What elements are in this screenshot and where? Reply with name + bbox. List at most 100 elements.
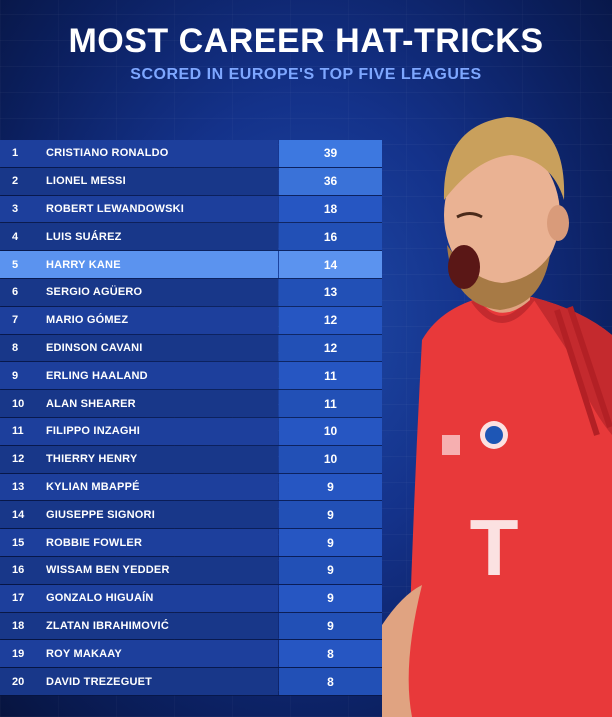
hat-trick-count: 9	[327, 618, 334, 633]
name-cell-background	[0, 584, 278, 612]
rank-number: 14	[12, 508, 25, 521]
hat-trick-count: 14	[323, 257, 338, 272]
value-cell-background	[279, 390, 382, 417]
rank-number: 10	[12, 397, 25, 410]
hat-trick-count: 9	[327, 479, 334, 494]
rank-number: 2	[12, 175, 19, 188]
table-row: 15 ROBBIE FOWLER 9	[0, 529, 382, 557]
value-cell-background	[279, 306, 382, 334]
name-cell-background	[0, 167, 278, 195]
rank-number: 20	[12, 675, 25, 688]
rank-number: 17	[12, 592, 25, 605]
player-name: ALAN SHEARER	[46, 397, 136, 410]
rank-number: 18	[12, 619, 25, 632]
value-cell-background	[279, 445, 382, 473]
name-cell-background	[0, 195, 278, 223]
name-cell-background	[0, 556, 278, 584]
value-cell-background	[279, 334, 382, 362]
player-photo: T	[382, 105, 612, 717]
table-row: 13 KYLIAN MBAPPÉ 9	[0, 473, 382, 502]
page-title: MOST CAREER HAT-TRICKS	[68, 22, 544, 60]
rank-number: 3	[12, 202, 19, 215]
page-subtitle: SCORED IN EUROPE'S TOP FIVE LEAGUES	[130, 66, 482, 83]
table-row: 12 THIERRY HENRY 10	[0, 445, 382, 474]
name-cell-background	[0, 529, 278, 556]
player-name: CRISTIANO RONALDO	[46, 147, 169, 160]
player-name: MARIO GÓMEZ	[46, 314, 129, 327]
table-row: 7 MARIO GÓMEZ 12	[0, 306, 382, 335]
rank-number: 12	[12, 453, 25, 466]
value-cell-background	[279, 556, 382, 584]
table-row: 14 GIUSEPPE SIGNORI 9	[0, 501, 382, 530]
player-name: KYLIAN MBAPPÉ	[46, 480, 140, 493]
hat-trick-count: 9	[327, 507, 334, 522]
hat-trick-count: 8	[327, 674, 334, 689]
value-cell-background	[279, 501, 382, 529]
hat-trick-count: 9	[327, 535, 334, 550]
rank-number: 5	[12, 258, 19, 271]
value-cell-background	[279, 362, 382, 390]
rank-number: 8	[12, 341, 19, 354]
value-cell-background	[279, 167, 382, 195]
name-cell-background	[0, 668, 278, 695]
table-row: 20 DAVID TREZEGUET 8	[0, 668, 382, 696]
value-cell-background	[279, 529, 382, 556]
name-cell-background	[0, 417, 278, 445]
table-row: 17 GONZALO HIGUAÍN 9	[0, 584, 382, 613]
value-cell-background	[279, 473, 382, 501]
table-row: 6 SERGIO AGÜERO 13	[0, 278, 382, 307]
table-row: 3 ROBERT LEWANDOWSKI 18	[0, 195, 382, 224]
rank-number: 16	[12, 564, 25, 577]
hat-trick-count: 13	[323, 285, 338, 300]
hat-trick-count: 9	[327, 591, 334, 606]
table-row: 18 ZLATAN IBRAHIMOVIĆ 9	[0, 612, 382, 641]
hat-trick-count: 39	[323, 146, 338, 161]
name-cell-background	[0, 140, 278, 167]
table-row: 4 LUIS SUÁREZ 16	[0, 223, 382, 252]
hat-trick-count: 12	[323, 313, 338, 328]
name-cell-background	[0, 334, 278, 362]
hat-trick-count: 18	[323, 201, 338, 216]
hat-trick-count: 11	[324, 396, 337, 411]
player-name: ROBBIE FOWLER	[46, 536, 143, 549]
name-cell-background	[0, 501, 278, 529]
value-cell-background	[279, 612, 382, 640]
rank-number: 4	[12, 230, 19, 243]
player-name: WISSAM BEN YEDDER	[46, 564, 170, 577]
rank-number: 1	[12, 147, 19, 160]
table-row: 1 CRISTIANO RONALDO 39	[0, 140, 382, 168]
value-cell-background	[279, 668, 382, 695]
svg-text:T: T	[470, 503, 519, 592]
value-cell-background	[279, 640, 382, 668]
player-name: FILIPPO INZAGHI	[46, 425, 141, 438]
name-cell-background	[0, 306, 278, 334]
table-row: 2 LIONEL MESSI 36	[0, 167, 382, 196]
player-name: GONZALO HIGUAÍN	[46, 592, 154, 605]
rank-number: 19	[12, 647, 25, 660]
player-name: LIONEL MESSI	[46, 175, 126, 188]
hat-trick-count: 9	[327, 563, 334, 578]
player-name: SERGIO AGÜERO	[46, 286, 143, 299]
player-name: ROBERT LEWANDOWSKI	[46, 202, 185, 215]
hat-trick-count: 16	[323, 229, 338, 244]
table-row: 16 WISSAM BEN YEDDER 9	[0, 556, 382, 585]
name-cell-background	[0, 640, 278, 668]
player-name: GIUSEPPE SIGNORI	[46, 508, 155, 521]
hat-trick-count: 8	[327, 646, 334, 661]
table-row: 19 ROY MAKAAY 8	[0, 640, 382, 669]
name-cell-background	[0, 223, 278, 251]
player-name: EDINSON CAVANI	[46, 341, 143, 354]
hat-trick-count: 10	[323, 452, 338, 467]
name-cell-background	[0, 473, 278, 501]
value-cell-background	[279, 223, 382, 251]
value-cell-background	[279, 417, 382, 445]
player-illustration: T	[382, 117, 612, 717]
rank-number: 7	[12, 314, 19, 327]
table-row: 10 ALAN SHEARER 11	[0, 390, 382, 418]
name-cell-background	[0, 362, 278, 390]
player-name: ROY MAKAAY	[46, 647, 122, 660]
value-cell-background	[279, 278, 382, 306]
value-cell-background	[279, 251, 382, 278]
value-cell-background	[279, 140, 382, 167]
rank-number: 15	[12, 536, 25, 549]
